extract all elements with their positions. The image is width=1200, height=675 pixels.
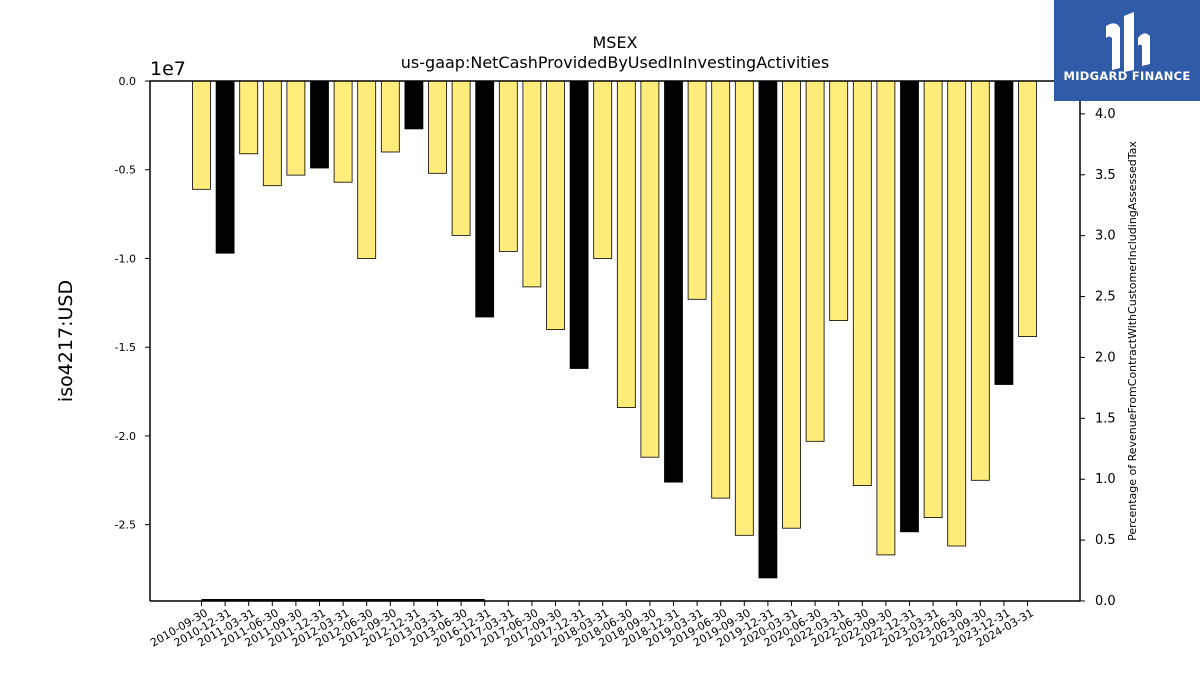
bar-2017-12-31 <box>569 80 589 369</box>
y2-tick-label: 2.5 <box>1095 290 1116 305</box>
y2-tick-label: 3.0 <box>1095 229 1116 244</box>
bar-2012-03-31 <box>333 80 353 183</box>
bar-2017-09-30 <box>546 80 565 330</box>
y2-tick-label: 2.0 <box>1095 350 1116 365</box>
y2-tick-label: 0.0 <box>1095 594 1116 609</box>
bar-2017-03-31 <box>498 80 518 252</box>
bar-2010-12-31 <box>215 80 235 254</box>
bar-2011-12-31 <box>310 80 329 169</box>
bar-2023-09-30 <box>970 80 990 481</box>
y2-tick-label: 1.5 <box>1095 411 1116 426</box>
bar-2023-06-30 <box>947 80 967 547</box>
bar-2016-12-31 <box>475 80 495 318</box>
bar-2022-09-30 <box>876 80 896 556</box>
bar-2024-03-31 <box>1018 80 1037 338</box>
y-tick-label: -1.5 <box>115 341 136 354</box>
bar-2023-12-31 <box>994 80 1014 385</box>
y-tick-label: -1.0 <box>115 252 136 265</box>
y2-tick-label: 0.5 <box>1095 533 1116 548</box>
bar-2019-06-30 <box>711 80 731 499</box>
y-axis-scale-label: 1e7 <box>150 58 186 80</box>
bar-2011-09-30 <box>286 80 306 176</box>
bar-2018-09-30 <box>640 80 660 458</box>
chart-title: MSEX <box>592 33 637 52</box>
axes-layer: 0.0 -0.5 -1.0 -1.5 -2.0 -2.5 0.0 0.5 1.0 1.5 2.0 2.… <box>115 75 1116 650</box>
y-tick-label: -2.5 <box>115 519 136 532</box>
bar-2019-03-31 <box>687 80 707 300</box>
midgard-logo-icon <box>1106 12 1150 72</box>
bar-2018-03-31 <box>593 80 613 259</box>
bar-2022-12-31 <box>900 80 919 533</box>
y-tick-label: 0.0 <box>119 75 137 88</box>
bar-2013-06-30 <box>451 80 471 236</box>
bar-2019-12-31 <box>758 80 778 579</box>
brand-logo: MIDGARD FINANCE <box>1054 0 1200 101</box>
bar-2012-09-30 <box>380 80 400 153</box>
y-tick-label: -2.0 <box>115 430 136 443</box>
y2-tick-label: 1.0 <box>1095 472 1116 487</box>
brand-name: MIDGARD FINANCE <box>1063 69 1191 83</box>
bar-2018-12-31 <box>664 80 683 483</box>
bar-2020-03-31 <box>782 80 801 529</box>
y2-axis-label: Percentage of RevenueFromContractWithCus… <box>1126 141 1139 541</box>
bar-2011-03-31 <box>239 80 259 155</box>
bar-2022-06-30 <box>852 80 872 487</box>
bar-2010-09-30 <box>192 80 211 190</box>
chart-subtitle: us-gaap:NetCashProvidedByUsedInInvesting… <box>401 53 829 72</box>
y2-tick-label: 4.0 <box>1095 107 1116 122</box>
y-tick-label: -0.5 <box>115 164 136 177</box>
bar-2023-03-31 <box>923 80 943 519</box>
bar-2011-06-30 <box>262 80 282 187</box>
y-axis-label: iso4217:USD <box>55 280 77 402</box>
bar-2017-06-30 <box>522 80 542 288</box>
bar-2013-03-31 <box>428 80 447 174</box>
bars-layer <box>192 80 1037 579</box>
y2-tick-label: 3.5 <box>1095 168 1116 183</box>
bar-2022-03-31 <box>829 80 849 322</box>
bar-2020-06-30 <box>805 80 825 442</box>
bar-2012-12-31 <box>404 80 424 130</box>
bar-2012-06-30 <box>357 80 377 259</box>
bar-2018-06-30 <box>616 80 636 409</box>
bar-2019-09-30 <box>734 80 754 536</box>
